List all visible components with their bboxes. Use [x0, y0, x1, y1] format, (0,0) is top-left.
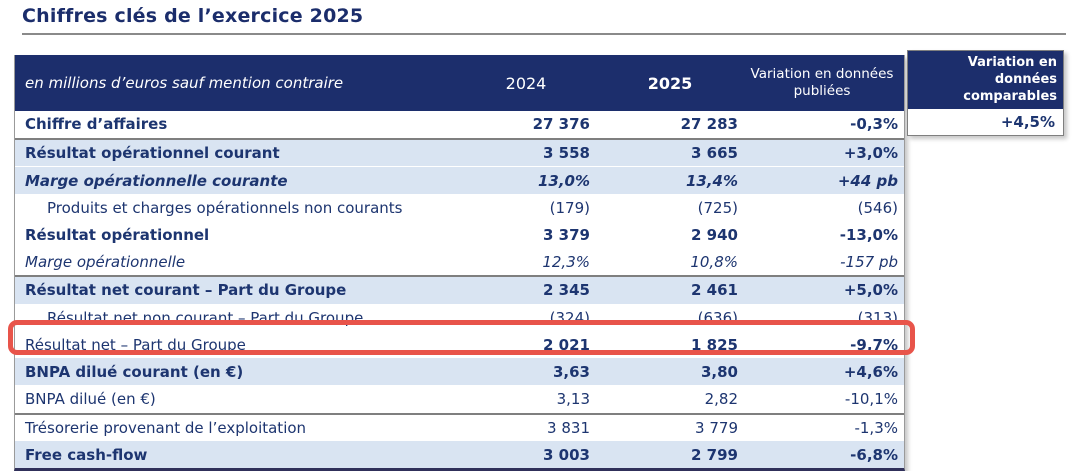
cell-2024: 3,13 — [556, 390, 590, 409]
cell-variation-published: +5,0% — [843, 281, 898, 300]
column-header-2024: 2024 — [505, 73, 547, 93]
cell-variation-published: -1,3% — [854, 418, 898, 437]
cell-2025: (636) — [697, 309, 738, 328]
cell-variation-published: -10,1% — [844, 390, 898, 409]
cell-2025: 13,4% — [685, 171, 738, 190]
unit-note: en millions d’euros sauf mention contrai… — [25, 74, 344, 92]
row-label: Résultat net non courant – Part du Group… — [47, 309, 364, 328]
table-row: BNPA dilué (en €) 3,13 2,82 -10,1% — [15, 386, 904, 415]
cell-variation-published: -9,7% — [850, 335, 898, 354]
table-row: Free cash-flow 3 003 2 799 -6,8% — [15, 441, 904, 468]
table-row: Résultat net courant – Part du Groupe 2 … — [15, 277, 904, 305]
cell-2024: (179) — [549, 199, 590, 218]
table-row: Résultat opérationnel courant 3 558 3 66… — [15, 139, 904, 168]
cell-2024: 2 021 — [543, 335, 590, 354]
table-row: Résultat opérationnel 3 379 2 940 -13,0% — [15, 222, 904, 249]
table-row: Résultat net – Part du Groupe 2 021 1 82… — [15, 332, 904, 359]
cell-variation-published: -13,0% — [839, 226, 898, 245]
table-row: Marge opérationnelle 12,3% 10,8% -157 pb — [15, 248, 904, 278]
cell-2025: 2 461 — [691, 281, 738, 300]
cell-2025: 27 283 — [680, 115, 738, 134]
cell-variation-published: -6,8% — [850, 445, 898, 464]
row-label: Résultat opérationnel courant — [25, 144, 280, 163]
cell-2025: 2 799 — [691, 445, 738, 464]
cell-2025: 1 825 — [691, 335, 738, 354]
row-label: Résultat net – Part du Groupe — [25, 335, 246, 354]
table-row: Trésorerie provenant de l’exploitation 3… — [15, 415, 904, 442]
cell-2024: 12,3% — [542, 252, 590, 271]
table-row: BNPA dilué courant (en €) 3,63 3,80 +4,6… — [15, 358, 904, 386]
key-figures-table: en millions d’euros sauf mention contrai… — [14, 55, 905, 471]
cell-2025: 3 779 — [695, 418, 738, 437]
row-label: BNPA dilué (en €) — [25, 390, 156, 409]
cell-variation-published: +3,0% — [843, 144, 898, 163]
row-label: Free cash-flow — [25, 445, 148, 464]
column-header-2025: 2025 — [647, 73, 693, 93]
row-label: Trésorerie provenant de l’exploitation — [25, 418, 307, 437]
column-header-variation-published: Variation en données publiées — [750, 66, 894, 99]
table-row: Résultat net non courant – Part du Group… — [15, 305, 904, 332]
row-label: Marge opérationnelle courante — [25, 171, 288, 190]
cell-2025: 3 665 — [691, 144, 738, 163]
cell-2025: (725) — [697, 199, 738, 218]
cell-variation-published: (313) — [857, 309, 898, 328]
cell-variation-published: -157 pb — [840, 252, 898, 271]
cell-2025: 2 940 — [691, 226, 738, 245]
row-label: Marge opérationnelle — [25, 252, 186, 271]
cell-2024: 13,0% — [537, 171, 590, 190]
cell-variation-published: +4,6% — [843, 362, 898, 381]
table-row: Produits et charges opérationnels non co… — [15, 195, 904, 222]
cell-2025: 2,82 — [704, 390, 738, 409]
row-label: Produits et charges opérationnels non co… — [47, 199, 403, 218]
cell-2024: 27 376 — [532, 115, 590, 134]
column-header-variation-comparable: Variation en données comparables — [908, 51, 1063, 109]
cell-2024: 3 558 — [543, 144, 590, 163]
row-label: Chiffre d’affaires — [25, 115, 168, 134]
page-title: Chiffres clés de l’exercice 2025 — [22, 5, 364, 27]
cell-2024: 3 831 — [547, 418, 590, 437]
table-body: Chiffre d’affaires 27 376 27 283 -0,3% R… — [15, 111, 904, 468]
table-header-row: en millions d’euros sauf mention contrai… — [15, 55, 904, 111]
cell-2024: (324) — [549, 309, 590, 328]
row-label: Résultat net courant – Part du Groupe — [25, 281, 347, 300]
cell-variation-published: (546) — [857, 199, 898, 218]
comparable-variation-value: +4,5% — [1000, 113, 1055, 131]
row-label: BNPA dilué courant (en €) — [25, 362, 244, 381]
cell-variation-published: +44 pb — [837, 171, 898, 190]
cell-2024: 3 003 — [543, 445, 590, 464]
cell-2025: 3,80 — [700, 362, 738, 381]
cell-2024: 2 345 — [543, 281, 590, 300]
comparable-variation-column: Variation en données comparables +4,5% — [907, 50, 1064, 136]
row-label: Résultat opérationnel — [25, 226, 210, 245]
table-row: Chiffre d’affaires 27 376 27 283 -0,3% — [15, 111, 904, 140]
cell-2024: 3,63 — [552, 362, 590, 381]
cell-variation-published: -0,3% — [850, 115, 898, 134]
title-underline — [22, 33, 1066, 35]
table-row: Marge opérationnelle courante 13,0% 13,4… — [15, 167, 904, 196]
cell-2025: 10,8% — [690, 252, 738, 271]
cell-2024: 3 379 — [543, 226, 590, 245]
